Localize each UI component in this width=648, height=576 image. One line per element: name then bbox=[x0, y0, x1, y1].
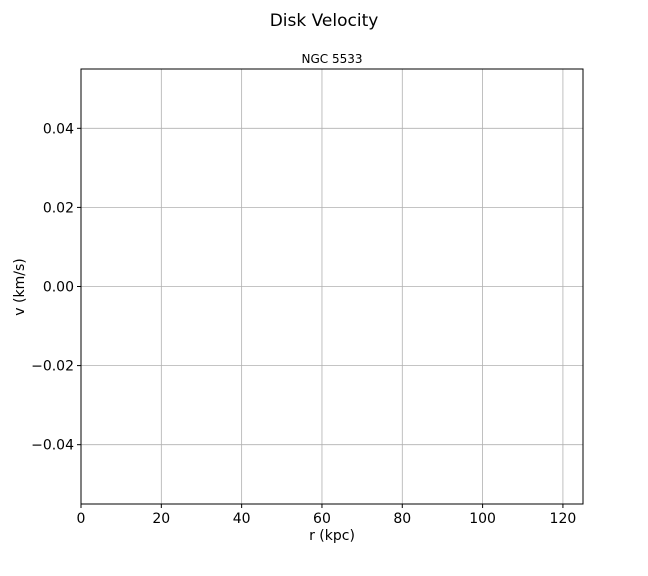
y-tick-label: 0.02 bbox=[43, 200, 74, 216]
x-tick-label: 100 bbox=[469, 511, 496, 527]
x-tick-label: 40 bbox=[233, 511, 251, 527]
x-tick-label: 120 bbox=[550, 511, 577, 527]
y-tick-label: 0.00 bbox=[43, 280, 74, 296]
chart-subtitle: NGC 5533 bbox=[301, 52, 362, 66]
y-tick-label: 0.04 bbox=[43, 121, 74, 137]
chart-title: Disk Velocity bbox=[270, 11, 379, 31]
x-tick-label: 60 bbox=[313, 511, 331, 527]
y-tick-label: −0.04 bbox=[31, 438, 74, 454]
x-tick-label: 20 bbox=[152, 511, 170, 527]
plot-frame bbox=[80, 68, 584, 505]
y-tick-label: −0.02 bbox=[31, 359, 74, 375]
x-tick-label: 80 bbox=[393, 511, 411, 527]
y-axis: −0.04 −0.02 0.00 0.02 0.04 bbox=[31, 121, 81, 454]
x-axis-label: r (kpc) bbox=[309, 528, 355, 544]
grid bbox=[80, 69, 583, 504]
y-axis-label: v (km/s) bbox=[12, 258, 28, 315]
x-axis: 0 20 40 60 80 100 120 bbox=[77, 504, 577, 527]
x-tick-label: 0 bbox=[77, 511, 86, 527]
